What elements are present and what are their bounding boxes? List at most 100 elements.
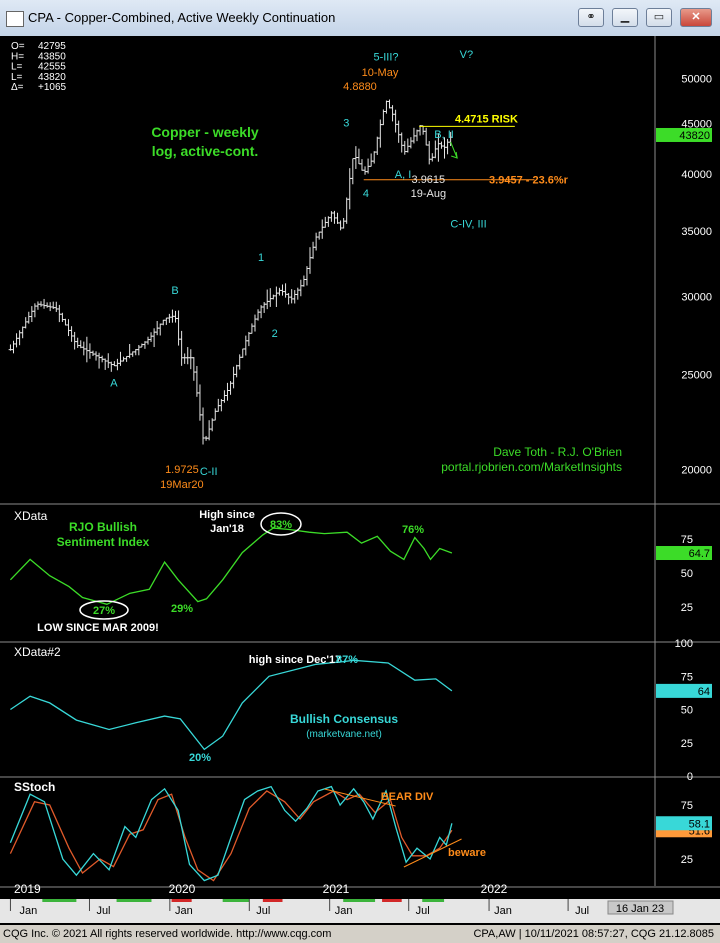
price-tick-label: 20000 [681, 465, 712, 477]
bear-div-label: BEAR DIV [381, 791, 434, 803]
date-strip-band [116, 899, 152, 902]
ohlc-value: 43850 [38, 51, 66, 62]
ohlc-value: 43820 [38, 72, 66, 83]
consensus-tick-label: 100 [675, 638, 693, 650]
sentiment-line [9, 527, 453, 605]
sentiment-tick-label: 25 [681, 602, 693, 614]
panel-title: SStoch [14, 780, 55, 794]
date-strip-band [42, 899, 77, 902]
date-strip [0, 899, 720, 923]
beware-label: beware [448, 847, 486, 859]
sentiment-tick-label: 75 [681, 534, 693, 546]
x-year-label: 2020 [169, 882, 196, 896]
consensus-last-value: 64 [698, 686, 710, 698]
sentiment-recent-pct: 76% [402, 524, 424, 536]
sentiment-high-note: High since [199, 509, 255, 521]
wave-label: B [171, 285, 178, 297]
status-info: CPA,AW | 10/11/2021 08:57:27, CQG 21.12.… [473, 928, 714, 940]
wave-label: 3 [343, 117, 349, 129]
fib-level-label: 3.9457 - 23.6%r [489, 175, 569, 187]
x-month-label: Jul [256, 905, 270, 917]
date-strip-band [171, 899, 192, 902]
date-strip-band [422, 899, 445, 902]
price-tick-label: 50000 [681, 74, 712, 86]
price-bars [8, 99, 453, 445]
app-icon [6, 11, 24, 27]
corner-date-label: 16 Jan 23 [616, 903, 664, 915]
low-price-label: 1.9725 [165, 464, 199, 476]
status-bar: CQG Inc. © 2021 All rights reserved worl… [0, 925, 720, 943]
x-month-label: Jan [494, 905, 512, 917]
wave-label: 4 [363, 188, 369, 200]
sentiment-high-pct: 83% [270, 519, 292, 531]
bear-div-line [324, 788, 396, 807]
chart-subtitle: log, active-cont. [152, 143, 259, 159]
high-circle [260, 512, 302, 536]
sentiment-last-value-box [656, 546, 712, 561]
credit-line: portal.rjobrien.com/MarketInsights [441, 460, 622, 474]
chart-background [0, 36, 720, 923]
high-price-label: 4.8880 [343, 81, 377, 93]
chart-area[interactable]: O= 42795 H= 43850 L= 42555 L= 43820 Δ= +1065 20000… [0, 36, 720, 923]
ohlc-key: L= [11, 72, 23, 83]
x-year-label: 2021 [323, 882, 350, 896]
consensus-last-value-box [656, 683, 712, 698]
price-tick-label: 30000 [681, 292, 712, 304]
consensus-tick-label: 0 [687, 771, 693, 783]
date-strip-band [382, 899, 402, 902]
consensus-tick-label: 50 [681, 705, 693, 717]
link-icon[interactable]: ⚭ [578, 8, 604, 27]
sentiment-low2-pct: 29% [171, 603, 193, 615]
wave-label: V? [460, 49, 473, 61]
beware-line [403, 838, 462, 868]
last-price-box [656, 127, 712, 142]
x-month-label: Jul [575, 905, 589, 917]
aug-low-date-label: 19-Aug [411, 188, 446, 200]
minimize-button[interactable]: ▁ [612, 8, 638, 27]
x-month-label: Jan [20, 905, 38, 917]
ohlc-value: 42555 [38, 62, 66, 73]
ohlc-value: 42795 [38, 41, 66, 52]
date-strip-band [343, 899, 376, 902]
ohlc-value: +1065 [38, 82, 67, 93]
x-year-label: 2022 [481, 882, 508, 896]
consensus-label: Bullish Consensus [290, 712, 398, 726]
wave-label: C-IV, III [450, 218, 486, 230]
chart-svg[interactable]: O= 42795 H= 43850 L= 42555 L= 43820 Δ= +1065 20000… [0, 36, 720, 923]
status-copyright: CQG Inc. © 2021 All rights reserved worl… [3, 928, 332, 940]
date-strip-band [222, 899, 250, 902]
consensus-tick-label: 75 [681, 671, 693, 683]
wave-label: C-II [200, 466, 218, 478]
low-date-label: 19Mar20 [160, 479, 203, 491]
stoch-k-last-value: 58.1 [689, 818, 710, 830]
price-tick-label: 25000 [681, 369, 712, 381]
wave-label: A, I [395, 169, 412, 181]
x-month-label: Jul [96, 905, 110, 917]
maximize-button[interactable]: ▭ [646, 8, 672, 27]
stoch-d-line [9, 790, 453, 882]
credit-line: Dave Toth - R.J. O'Brien [493, 445, 622, 459]
ohlc-key: L= [11, 62, 23, 73]
sentiment-label: RJO Bullish [69, 520, 137, 534]
chart-subtitle: Copper - weekly [151, 124, 259, 140]
last-price-label: 43820 [679, 130, 710, 142]
consensus-source: (marketvane.net) [306, 729, 382, 740]
date-strip-band [262, 899, 283, 902]
sentiment-low-pct: 27% [93, 605, 115, 617]
x-month-label: Jan [335, 905, 353, 917]
wave-label: 1 [258, 252, 264, 264]
wave-label: B, II [434, 129, 454, 141]
wave-label: 5-III? [373, 51, 398, 63]
close-button[interactable]: ✕ [680, 8, 712, 27]
low-circle [79, 600, 129, 620]
consensus-high-note: high since Dec'17 [249, 654, 342, 666]
ohlc-key: O= [11, 41, 25, 52]
title-bar[interactable]: CPA - Copper-Combined, Active Weekly Con… [0, 0, 720, 37]
wave-label: 2 [272, 328, 278, 340]
price-tick-label: 45000 [681, 119, 712, 131]
projection-arrowhead [451, 151, 458, 159]
sentiment-low-note: LOW SINCE MAR 2009! [37, 622, 159, 634]
sentiment-label: Sentiment Index [57, 535, 150, 549]
window-title: CPA - Copper-Combined, Active Weekly Con… [28, 10, 336, 25]
consensus-tick-label: 25 [681, 738, 693, 750]
